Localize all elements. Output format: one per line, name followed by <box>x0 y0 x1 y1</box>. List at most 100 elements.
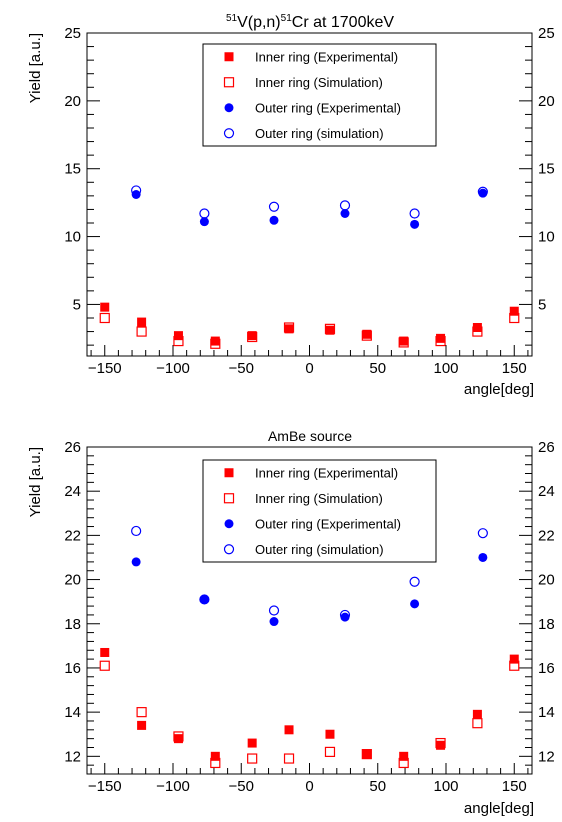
data-point <box>361 330 372 341</box>
data-point <box>399 751 409 761</box>
data-point <box>324 323 336 334</box>
data-point <box>268 201 280 212</box>
x-tick-label: 150 <box>502 360 527 377</box>
y-tick-label-right: 16 <box>538 660 555 677</box>
data-point <box>199 217 209 227</box>
data-point <box>210 336 220 346</box>
legend-entry: Inner ring (Simulation) <box>255 75 383 90</box>
y-tick-label-right: 24 <box>538 483 555 500</box>
data-point <box>478 552 488 562</box>
data-point <box>269 215 279 225</box>
data-point <box>435 335 446 347</box>
x-tick-label: 150 <box>502 778 527 795</box>
data-point <box>284 725 294 735</box>
y-tick-label-right: 14 <box>538 704 555 721</box>
data-point <box>509 660 520 671</box>
data-point <box>435 737 446 749</box>
y-tick-label: 15 <box>64 161 81 178</box>
data-point <box>409 208 420 219</box>
data-point <box>269 617 279 627</box>
y-tick-label: 24 <box>64 483 81 500</box>
data-point <box>99 312 110 324</box>
y-tick-label: 25 <box>64 25 81 42</box>
data-point <box>509 312 520 324</box>
legend-marker <box>224 52 234 62</box>
y-tick-label: 16 <box>64 660 81 677</box>
data-point <box>100 647 110 657</box>
y-tick-label: 14 <box>64 704 81 721</box>
legend-entry: Outer ring (Experimental) <box>255 516 401 531</box>
data-point <box>340 209 350 218</box>
x-tick-label: −50 <box>229 778 254 795</box>
data-point <box>131 525 142 537</box>
legend-marker <box>223 77 235 88</box>
data-point <box>173 331 183 341</box>
data-point <box>325 325 335 335</box>
data-point <box>131 185 142 196</box>
chart-title: AmBe source <box>268 428 352 444</box>
data-point <box>247 331 257 341</box>
y-tick-label: 22 <box>64 527 81 544</box>
data-point <box>362 329 372 339</box>
x-tick-label: 0 <box>305 360 313 377</box>
y-tick-label-right: 12 <box>538 748 555 765</box>
data-point <box>509 654 519 664</box>
legend-entry: Outer ring (simulation) <box>255 542 384 557</box>
x-tick-label: −50 <box>229 360 254 377</box>
y-tick-label: 18 <box>64 616 81 633</box>
chart-panel-top: 51V(p,n)51Cr at 1700keV Yield [a.u.] ang… <box>27 13 555 398</box>
data-point <box>247 738 257 748</box>
data-point <box>100 302 110 312</box>
data-point <box>472 718 483 729</box>
y-tick-label: 20 <box>64 572 81 589</box>
y-tick-label: 26 <box>64 439 81 456</box>
x-tick-label: 50 <box>369 778 386 795</box>
y-axis-label: Yield [a.u.] <box>27 447 44 517</box>
data-point <box>99 660 110 671</box>
data-point <box>247 331 258 343</box>
data-point <box>173 734 183 744</box>
data-point <box>210 751 220 761</box>
y-tick-label-right: 22 <box>538 527 555 544</box>
data-point <box>339 200 351 211</box>
data-point <box>137 317 147 327</box>
data-point <box>509 306 519 316</box>
y-tick-label: 5 <box>73 296 81 313</box>
data-point <box>173 731 184 742</box>
data-point <box>325 729 335 739</box>
y-tick-label-right: 20 <box>538 572 555 589</box>
chart-panel-bottom: AmBe source Yield [a.u.] angle[deg] −150… <box>27 428 555 817</box>
data-point <box>472 709 482 719</box>
legend-entry: Inner ring (Experimental) <box>255 465 398 480</box>
data-point <box>398 757 409 769</box>
data-point <box>247 753 258 764</box>
y-tick-label: 10 <box>64 229 81 246</box>
x-axis-label: angle[deg] <box>464 800 534 817</box>
data-point <box>324 746 336 758</box>
legend-entry: Outer ring (simulation) <box>255 126 384 141</box>
data-point <box>410 599 420 609</box>
x-tick-label: 0 <box>305 778 313 795</box>
data-point <box>477 528 488 539</box>
legend-marker <box>223 544 235 555</box>
data-point <box>409 576 420 587</box>
data-point <box>173 335 184 347</box>
data-point <box>210 757 221 769</box>
y-tick-label-right: 20 <box>538 93 555 110</box>
data-point <box>131 557 141 567</box>
data-point <box>398 337 409 348</box>
x-tick-label: −150 <box>88 778 122 795</box>
y-tick-label: 20 <box>64 93 81 110</box>
legend-marker <box>223 493 235 504</box>
legend-box <box>202 43 437 147</box>
y-tick-label-right: 26 <box>538 439 555 456</box>
legend-entry: Inner ring (Experimental) <box>255 49 398 64</box>
data-point <box>340 612 350 622</box>
data-point <box>436 333 446 343</box>
legend-entry: Outer ring (Experimental) <box>255 100 401 115</box>
legend-entry: Inner ring (Simulation) <box>255 491 383 506</box>
y-tick-label: 12 <box>64 748 81 765</box>
data-point <box>410 219 420 229</box>
x-tick-label: −150 <box>88 360 122 377</box>
